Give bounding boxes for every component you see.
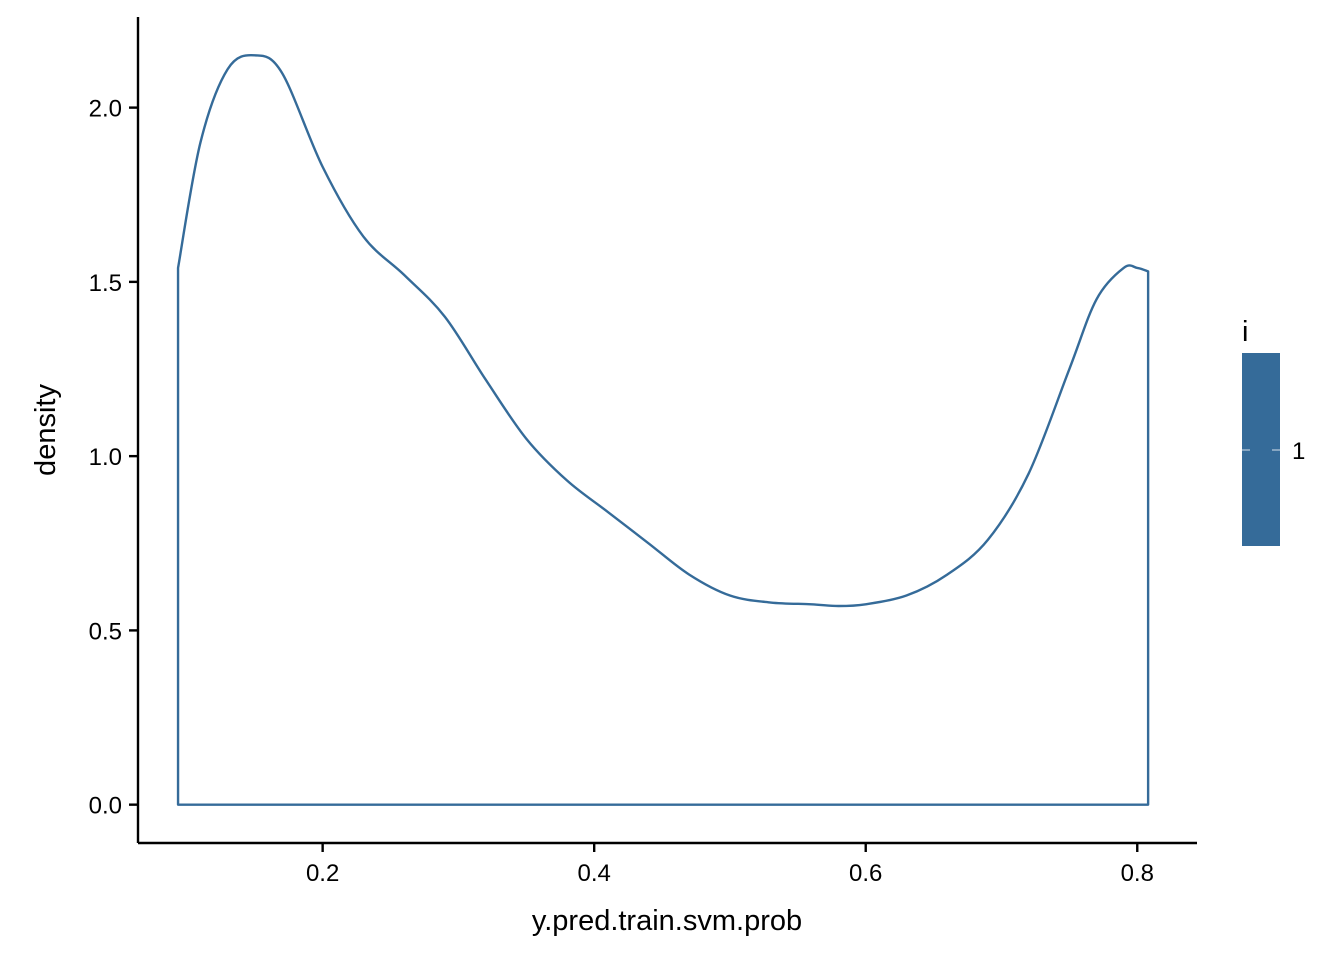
x-tick-label: 0.4 xyxy=(577,860,610,887)
density-area-series-1 xyxy=(176,53,1150,806)
y-tick-label: 1.0 xyxy=(89,444,122,471)
plot-area xyxy=(176,53,1150,806)
y-axis-ticks: 0.0 0.5 1.0 1.5 2.0 xyxy=(89,96,138,820)
y-tick-label: 0.5 xyxy=(89,618,122,645)
y-tick-label: 0.0 xyxy=(89,793,122,820)
x-axis-ticks: 0.2 0.4 0.6 0.8 xyxy=(306,843,1154,887)
x-tick-label: 0.6 xyxy=(849,860,882,887)
legend-title: i xyxy=(1242,316,1248,348)
x-tick-label: 0.8 xyxy=(1121,860,1154,887)
y-tick-label: 1.5 xyxy=(89,270,122,297)
x-axis-title: y.pred.train.svm.prob xyxy=(532,905,802,937)
y-tick-label: 2.0 xyxy=(89,96,122,123)
y-axis-title: density xyxy=(30,384,62,476)
x-tick-label: 0.2 xyxy=(306,860,339,887)
legend: i 1 xyxy=(1242,316,1305,546)
legend-label-1: 1 xyxy=(1292,438,1305,465)
